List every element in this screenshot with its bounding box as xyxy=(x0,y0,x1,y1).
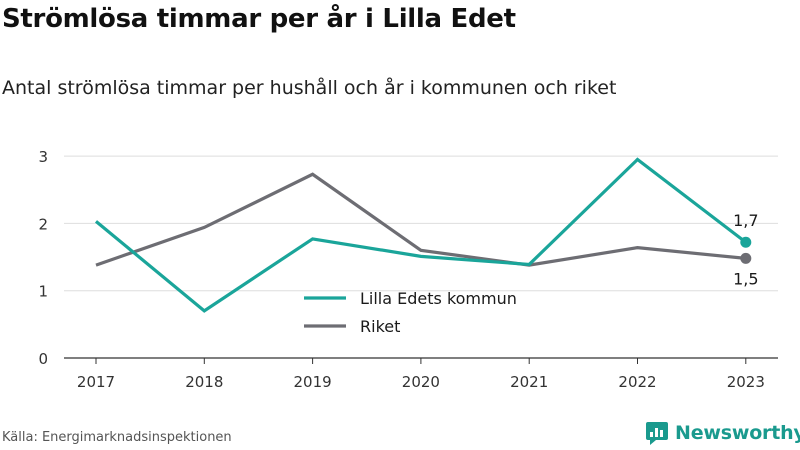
x-tick-label: 2018 xyxy=(185,373,223,391)
data-label: 1,7 xyxy=(733,211,758,230)
source-note: Källa: Energimarknadsinspektionen xyxy=(2,430,232,445)
x-tick-label: 2020 xyxy=(402,373,440,391)
x-tick-label: 2017 xyxy=(77,373,115,391)
legend-label: Riket xyxy=(360,317,400,336)
series-end-point xyxy=(740,252,752,264)
y-tick-label: 3 xyxy=(38,148,48,166)
data-label: 1,5 xyxy=(733,269,758,288)
line-chart: 0 1 2 3 2017 2018 2019 2020 2021 2022 2023 1,7 1,5 Li… xyxy=(38,148,778,391)
newsworthy-logo-icon xyxy=(646,422,668,445)
chart-title: Strömlösa timmar per år i Lilla Edet xyxy=(2,4,516,34)
x-tick-label: 2021 xyxy=(510,373,548,391)
x-tick-label: 2019 xyxy=(294,373,332,391)
chart-subtitle: Antal strömlösa timmar per hushåll och å… xyxy=(2,77,617,99)
series-end-point xyxy=(740,236,752,248)
y-tick-label: 2 xyxy=(38,215,48,233)
series-line xyxy=(94,157,747,313)
legend-label: Lilla Edets kommun xyxy=(360,289,517,308)
y-tick-label: 0 xyxy=(38,350,48,368)
x-tick-label: 2022 xyxy=(618,373,656,391)
brand-name: Newsworthy xyxy=(675,422,800,444)
series-line xyxy=(95,172,746,267)
brand[interactable]: Newsworthy xyxy=(645,420,800,446)
y-tick-label: 1 xyxy=(38,283,48,301)
x-tick-label: 2023 xyxy=(727,373,765,391)
